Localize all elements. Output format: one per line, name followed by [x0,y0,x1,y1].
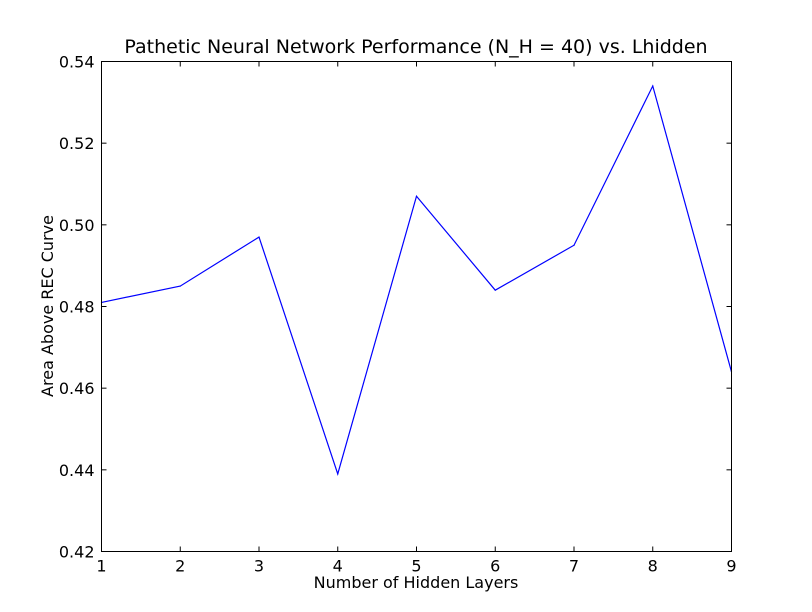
data-point [652,85,654,87]
y-axis-ticks: 0.42 0.44 0.46 0.48 0.50 0.52 0.54 [59,53,732,562]
y-axis-label: Area Above REC Curve [38,215,57,397]
x-tick-label: 6 [490,557,500,576]
y-tick-label: 0.52 [59,134,95,153]
x-tick-label: 9 [726,557,736,576]
y-tick-label: 0.54 [59,53,95,72]
y-tick-label: 0.44 [59,461,95,480]
plot-area [101,61,732,552]
x-tick-label: 4 [333,557,343,576]
y-tick-label: 0.48 [59,298,95,317]
data-point [494,289,496,291]
x-axis-ticks: 1 2 3 4 5 6 7 8 9 [96,61,737,576]
data-point [179,285,181,287]
data-point [258,236,260,238]
data-point [337,473,339,475]
x-axis-label: Number of Hidden Layers [314,573,519,592]
x-tick-label: 1 [96,557,106,576]
x-tick-label: 8 [648,557,658,576]
data-point [415,195,418,197]
chart-title: Pathetic Neural Network Performance (N_H… [124,36,707,58]
y-tick-label: 0.46 [59,379,95,398]
y-tick-label: 0.50 [59,216,95,235]
x-tick-label: 2 [175,557,185,576]
x-tick-label: 5 [411,557,421,576]
y-tick-label: 0.42 [59,543,95,562]
data-point [573,244,575,246]
x-tick-label: 3 [254,557,264,576]
x-tick-label: 7 [569,557,579,576]
